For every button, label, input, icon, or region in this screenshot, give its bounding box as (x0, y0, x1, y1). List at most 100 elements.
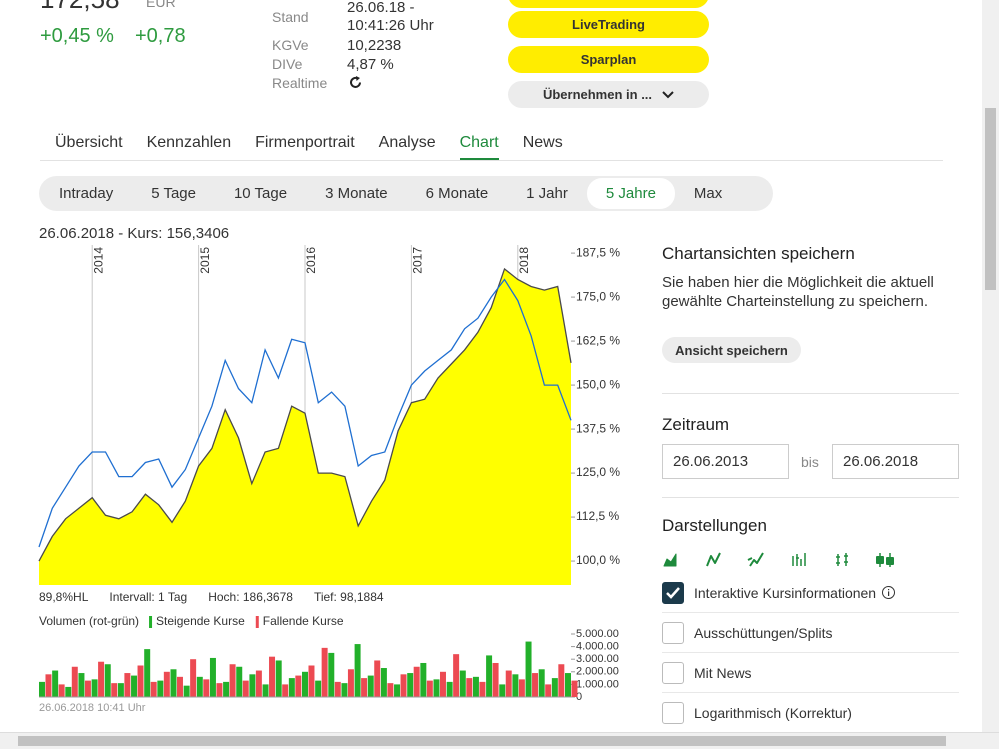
bar (229, 664, 236, 697)
bar (433, 679, 440, 697)
bar (328, 652, 335, 697)
bar (387, 683, 394, 697)
info-value: 4,87 % (347, 56, 394, 73)
info-label: KGVe (272, 37, 309, 53)
to-label: bis (801, 454, 819, 470)
bar (558, 664, 565, 697)
tab[interactable]: News (522, 134, 563, 151)
info-glyph (888, 589, 890, 596)
tabs: Übersicht Kennzahlen Firmenportrait Analyse… (55, 134, 563, 161)
info-icon[interactable] (882, 586, 896, 599)
info-label: DIVe (272, 56, 303, 72)
tab[interactable]: Firmenportrait (255, 134, 355, 151)
bar (65, 686, 72, 697)
checkbox[interactable] (662, 661, 684, 684)
period-option[interactable]: Max (693, 185, 723, 202)
to-input[interactable]: 26.06.2018 (832, 444, 959, 479)
bar (58, 684, 65, 697)
tab[interactable]: Analyse (378, 134, 436, 151)
separator (662, 497, 959, 498)
period-option[interactable]: 1 Jahr (526, 185, 568, 202)
bar (499, 684, 506, 697)
currency: EUR (146, 0, 176, 10)
bar (354, 644, 361, 697)
bar (131, 675, 138, 697)
uebernehmen-button[interactable]: Übernehmen in ... (508, 81, 709, 108)
y-tick-label: 125,0 % (576, 465, 620, 479)
chart-title: Volumen (rot-grün) (39, 614, 139, 628)
tab[interactable]: Übersicht (55, 134, 123, 151)
bar (223, 681, 230, 697)
y-tick-label: 162,5 % (576, 333, 620, 347)
y-tick-label: 187,5 % (576, 245, 620, 259)
period-option[interactable]: 6 Monate (425, 185, 489, 202)
chart-note: Hoch: 186,3678 (208, 590, 293, 604)
x-tick-label: 2015 (198, 247, 212, 274)
livetrading-button[interactable]: LiveTrading (508, 11, 709, 38)
option-label: Logarithmisch (Korrektur) (694, 704, 852, 721)
y-tick-label: 175,0 % (576, 289, 620, 303)
bar (52, 670, 59, 697)
display-icons[interactable] (662, 550, 902, 570)
y-tick-label: 2.000.00 (576, 666, 619, 678)
period-option[interactable]: 5 Tage (151, 185, 196, 202)
bar (150, 681, 157, 697)
line (38, 278, 572, 548)
h-scroll-thumb[interactable] (18, 736, 946, 746)
checkbox[interactable] (662, 621, 684, 644)
tab[interactable]: Kennzahlen (146, 134, 232, 151)
change-abs: +0,78 (135, 25, 186, 47)
option-row: Ausschüttungen/Splits (662, 613, 959, 653)
tab[interactable]: Chart (459, 134, 499, 161)
bar (190, 659, 197, 697)
bar (295, 675, 302, 697)
bar (78, 673, 85, 697)
save-button[interactable]: Ansicht speichern (662, 337, 801, 363)
sparplan-button[interactable]: Sparplan (508, 46, 709, 73)
info-label: Stand (272, 9, 309, 25)
bar (45, 674, 52, 697)
chart-note: 89,8%HL (39, 590, 89, 604)
bar (236, 666, 243, 697)
x-tick-label: 2018 (517, 247, 531, 274)
option-label: Interaktive Kursinformationen (694, 584, 877, 601)
x-tick-label: 2016 (304, 247, 318, 274)
from-input[interactable]: 26.06.2013 (662, 444, 789, 479)
bar (551, 678, 558, 697)
bar (91, 679, 98, 697)
bar (571, 680, 578, 697)
checkbox[interactable] (662, 581, 684, 604)
v-scroll-thumb[interactable] (985, 108, 996, 290)
period-option[interactable]: 5 Jahre (586, 178, 675, 209)
period-option[interactable]: 10 Tage (233, 185, 288, 202)
chart-note: Intervall: 1 Tag (109, 590, 187, 604)
checkbox[interactable] (662, 701, 684, 724)
h-scrollbar[interactable] (0, 732, 999, 749)
bar (545, 684, 552, 697)
y-tick-label: 4.000.00 (576, 641, 619, 653)
bar (203, 679, 210, 697)
option-row: Logarithmisch (Korrektur) (662, 693, 959, 733)
bar (98, 661, 105, 697)
bar (492, 662, 499, 697)
bar (262, 684, 269, 697)
period-option[interactable]: 3 Monate (325, 185, 388, 202)
v-scrollbar[interactable] (982, 0, 999, 732)
y-tick-label: 5.000.00 (576, 628, 619, 640)
bar (518, 679, 525, 697)
bar (367, 675, 374, 697)
bar (117, 683, 124, 697)
y-tick-label: 1.000.00 (576, 678, 619, 690)
bar (288, 678, 295, 697)
realtime-icon[interactable] (348, 75, 363, 90)
bar (308, 665, 315, 697)
top-button[interactable] (508, 0, 709, 8)
bar (104, 664, 111, 697)
bar (163, 671, 170, 697)
period-title: Zeitraum (662, 415, 730, 434)
y-tick-label: 112,5 % (576, 509, 619, 523)
option-label: Ausschüttungen/Splits (694, 624, 833, 641)
bar (137, 665, 144, 697)
period-option[interactable]: Intraday (59, 185, 114, 202)
